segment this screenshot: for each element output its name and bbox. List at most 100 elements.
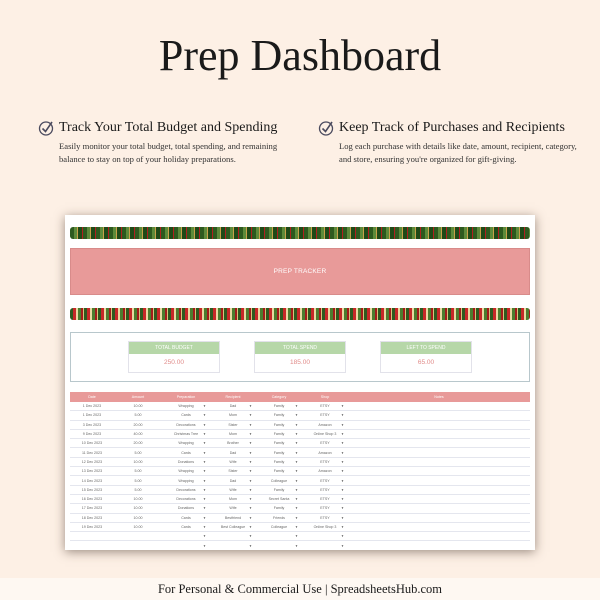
table-cell[interactable]: Decorations ▼ [162,495,210,503]
table-cell[interactable]: Family ▼ [256,467,302,475]
dropdown-arrow-icon[interactable]: ▼ [295,413,298,418]
dropdown-arrow-icon[interactable]: ▼ [249,404,252,409]
table-cell[interactable]: Decorations ▼ [162,421,210,429]
table-cell[interactable]: Bestfriend ▼ [210,514,256,522]
table-cell[interactable]: Colleague ▼ [256,476,302,484]
dropdown-arrow-icon[interactable]: ▼ [203,432,206,437]
table-cell[interactable]: ETSY ▼ [302,402,348,410]
dropdown-arrow-icon[interactable]: ▼ [203,404,206,409]
table-cell[interactable]: Wrapping ▼ [162,402,210,410]
table-cell[interactable]: Donations ▼ [162,458,210,466]
table-cell[interactable]: Cards ▼ [162,514,210,522]
table-cell[interactable]: ETSY ▼ [302,411,348,419]
dropdown-arrow-icon[interactable]: ▼ [295,404,298,409]
table-cell[interactable]: Wrapping ▼ [162,467,210,475]
table-cell[interactable]: Cards ▼ [162,411,210,419]
table-cell[interactable]: Decorations ▼ [162,486,210,494]
table-cell[interactable]: Colleague ▼ [256,523,302,531]
table-cell[interactable]: Friends ▼ [256,514,302,522]
table-cell[interactable]: ▼ [162,541,210,549]
table-cell[interactable]: ▼ [256,541,302,549]
dropdown-arrow-icon[interactable]: ▼ [295,469,298,474]
table-cell[interactable]: ETSY ▼ [302,439,348,447]
dropdown-arrow-icon[interactable]: ▼ [341,459,344,464]
table-cell[interactable]: ▼ [302,541,348,549]
table-cell[interactable]: Amazon ▼ [302,448,348,456]
dropdown-arrow-icon[interactable]: ▼ [295,534,298,539]
dropdown-arrow-icon[interactable]: ▼ [203,497,206,502]
dropdown-arrow-icon[interactable]: ▼ [249,450,252,455]
table-cell[interactable]: Dad ▼ [210,448,256,456]
table-cell[interactable]: ▼ [162,532,210,540]
table-cell[interactable]: Family ▼ [256,402,302,410]
table-cell[interactable]: Dad ▼ [210,476,256,484]
dropdown-arrow-icon[interactable]: ▼ [295,441,298,446]
dropdown-arrow-icon[interactable]: ▼ [249,525,252,529]
dropdown-arrow-icon[interactable]: ▼ [249,413,252,418]
dropdown-arrow-icon[interactable]: ▼ [341,432,344,437]
dropdown-arrow-icon[interactable]: ▼ [295,506,298,511]
dropdown-arrow-icon[interactable]: ▼ [203,422,206,427]
dropdown-arrow-icon[interactable]: ▼ [249,543,252,548]
table-cell[interactable]: Family ▼ [256,439,302,447]
dropdown-arrow-icon[interactable]: ▼ [341,543,344,548]
table-cell[interactable]: Online Shop 3 ▼ [302,430,348,438]
table-cell[interactable]: ETSY ▼ [302,458,348,466]
dropdown-arrow-icon[interactable]: ▼ [203,469,206,474]
dropdown-arrow-icon[interactable]: ▼ [341,534,344,539]
dropdown-arrow-icon[interactable]: ▼ [249,441,252,446]
table-cell[interactable]: Wife ▼ [210,504,256,512]
dropdown-arrow-icon[interactable]: ▼ [249,469,252,474]
table-cell[interactable]: Sister ▼ [210,467,256,475]
table-cell[interactable]: Mom ▼ [210,495,256,503]
dropdown-arrow-icon[interactable]: ▼ [295,497,298,502]
dropdown-arrow-icon[interactable]: ▼ [249,459,252,464]
dropdown-arrow-icon[interactable]: ▼ [203,487,206,492]
dropdown-arrow-icon[interactable]: ▼ [203,413,206,418]
dropdown-arrow-icon[interactable]: ▼ [341,515,344,520]
table-cell[interactable]: Sister ▼ [210,421,256,429]
table-cell[interactable]: Family ▼ [256,504,302,512]
dropdown-arrow-icon[interactable]: ▼ [341,478,344,483]
table-cell[interactable]: ▼ [210,532,256,540]
dropdown-arrow-icon[interactable]: ▼ [341,497,344,502]
table-cell[interactable]: ▼ [302,532,348,540]
dropdown-arrow-icon[interactable]: ▼ [295,487,298,492]
table-cell[interactable]: Family ▼ [256,448,302,456]
dropdown-arrow-icon[interactable]: ▼ [341,525,344,529]
table-cell[interactable]: Wife ▼ [210,458,256,466]
table-cell[interactable]: Amazon ▼ [302,467,348,475]
dropdown-arrow-icon[interactable]: ▼ [295,525,298,529]
dropdown-arrow-icon[interactable]: ▼ [295,515,298,520]
dropdown-arrow-icon[interactable]: ▼ [203,441,206,446]
dropdown-arrow-icon[interactable]: ▼ [203,515,206,520]
table-cell[interactable]: ETSY ▼ [302,476,348,484]
table-cell[interactable]: ▼ [210,541,256,549]
table-cell[interactable]: Amazon ▼ [302,421,348,429]
dropdown-arrow-icon[interactable]: ▼ [203,534,206,539]
dropdown-arrow-icon[interactable]: ▼ [295,422,298,427]
dropdown-arrow-icon[interactable]: ▼ [341,506,344,511]
dropdown-arrow-icon[interactable]: ▼ [203,478,206,483]
table-cell[interactable]: Mom ▼ [210,411,256,419]
dropdown-arrow-icon[interactable]: ▼ [249,432,252,437]
dropdown-arrow-icon[interactable]: ▼ [249,515,252,520]
dropdown-arrow-icon[interactable]: ▼ [249,487,252,492]
dropdown-arrow-icon[interactable]: ▼ [341,413,344,418]
dropdown-arrow-icon[interactable]: ▼ [295,543,298,548]
table-cell[interactable]: Brother ▼ [210,439,256,447]
dropdown-arrow-icon[interactable]: ▼ [203,450,206,455]
table-cell[interactable]: ETSY ▼ [302,514,348,522]
dropdown-arrow-icon[interactable]: ▼ [295,450,298,455]
dropdown-arrow-icon[interactable]: ▼ [295,478,298,483]
dropdown-arrow-icon[interactable]: ▼ [203,506,206,511]
table-cell[interactable]: Secret Santa ▼ [256,495,302,503]
table-cell[interactable]: Christmas Tree ▼ [162,430,210,438]
table-cell[interactable]: Family ▼ [256,411,302,419]
table-cell[interactable]: Family ▼ [256,430,302,438]
table-cell[interactable]: Family ▼ [256,486,302,494]
dropdown-arrow-icon[interactable]: ▼ [249,506,252,511]
table-cell[interactable]: Donations ▼ [162,504,210,512]
dropdown-arrow-icon[interactable]: ▼ [295,432,298,437]
table-cell[interactable]: Family ▼ [256,458,302,466]
